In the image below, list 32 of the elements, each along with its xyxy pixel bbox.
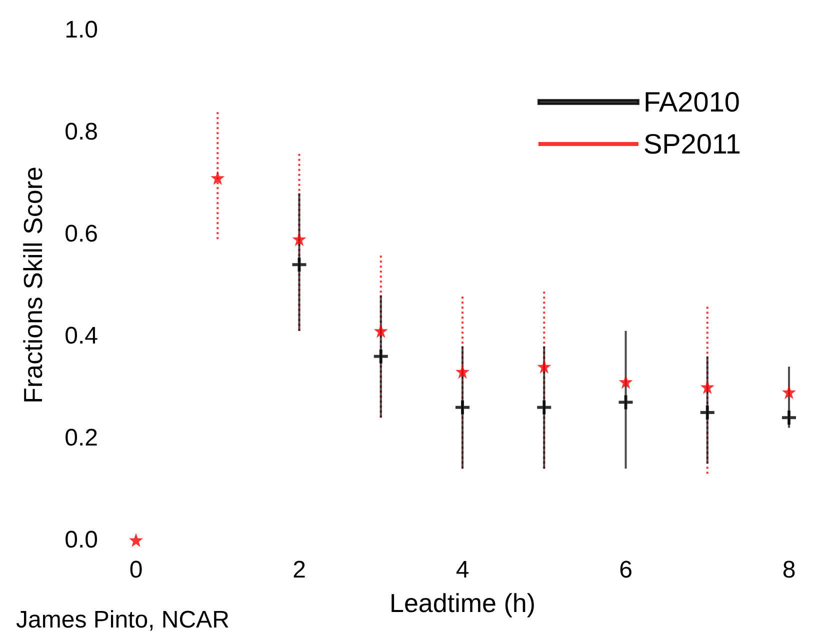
point (292, 232, 306, 246)
legend-label: FA2010 (643, 86, 740, 118)
point (617, 394, 634, 411)
point (782, 385, 796, 400)
point (700, 380, 714, 394)
point (780, 409, 798, 426)
point (537, 360, 552, 374)
y-tick-label: 0.4 (64, 322, 98, 350)
x-axis-title: Leadtime (h) (390, 588, 536, 618)
point (372, 348, 390, 365)
x-tick-label: 4 (456, 556, 470, 584)
y-axis-title: Fractions Skill Score (18, 166, 48, 404)
x-tick-label: 0 (129, 556, 143, 584)
point (456, 364, 470, 379)
x-tick-label: 2 (292, 556, 306, 584)
point (618, 374, 633, 389)
point (454, 398, 471, 416)
legend-label: SP2011 (643, 128, 741, 160)
point (290, 256, 308, 274)
point (374, 324, 388, 338)
text: James Pinto, NCAR (16, 606, 230, 634)
point (210, 170, 225, 185)
x-tick-label: 6 (619, 556, 632, 584)
y-tick-label: 0.6 (64, 220, 98, 248)
y-tick-label: 0.2 (64, 424, 98, 452)
y-tick-label: 1.0 (64, 16, 98, 44)
x-tick-label: 8 (782, 556, 796, 584)
point (698, 404, 716, 421)
point (536, 398, 553, 416)
point (129, 533, 143, 547)
y-tick-label: 0.8 (64, 118, 98, 146)
y-tick-label: 0.0 (64, 526, 98, 554)
